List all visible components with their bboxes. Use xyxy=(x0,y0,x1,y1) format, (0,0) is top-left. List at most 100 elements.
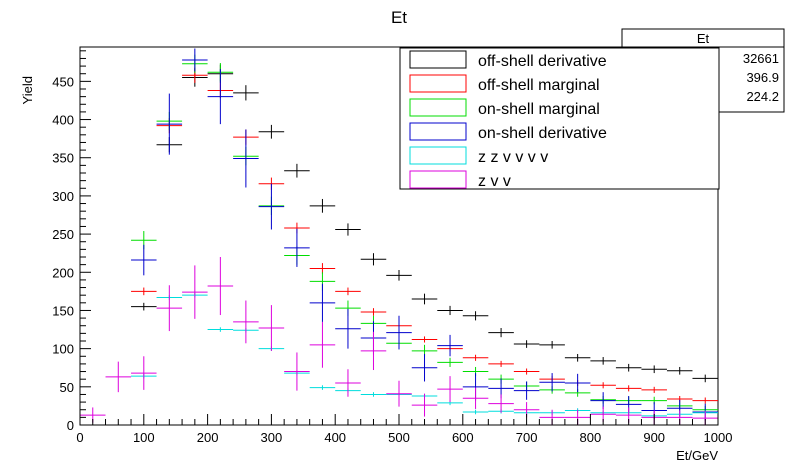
legend-entry: on-shell marginal xyxy=(409,98,600,118)
data-point xyxy=(233,85,259,101)
data-point xyxy=(462,387,489,409)
legend-entry: z v v xyxy=(409,170,511,190)
data-point xyxy=(309,283,336,322)
legend-entry: off-shell marginal xyxy=(409,74,600,94)
data-point xyxy=(284,228,310,267)
legend-label: off-shell derivative xyxy=(478,53,607,70)
stats-box-title: Et xyxy=(697,31,710,46)
legend-swatch xyxy=(409,74,467,93)
data-point xyxy=(131,244,157,276)
data-point xyxy=(564,373,591,393)
legend-entry: z z v v v v xyxy=(409,146,548,166)
data-point xyxy=(335,308,361,349)
y-axis-label: Yield xyxy=(20,76,35,104)
data-point xyxy=(309,263,336,274)
data-point xyxy=(590,382,616,389)
data-point xyxy=(360,392,387,397)
data-point xyxy=(284,163,310,178)
legend-swatch xyxy=(409,122,467,141)
data-point xyxy=(131,356,157,390)
data-point xyxy=(258,183,285,230)
data-point xyxy=(258,124,285,139)
y-tick-label: 300 xyxy=(52,189,74,204)
data-point xyxy=(692,374,718,383)
data-point xyxy=(309,385,336,390)
x-tick-label: 1000 xyxy=(704,430,733,445)
y-tick-label: 200 xyxy=(52,265,74,280)
data-point xyxy=(513,340,540,348)
x-axis-label: Et/GeV xyxy=(676,448,718,463)
legend-entry: on-shell derivative xyxy=(409,122,607,142)
data-point xyxy=(360,253,387,266)
data-point xyxy=(539,341,565,349)
data-point xyxy=(309,198,336,213)
x-tick-label: 700 xyxy=(516,430,538,445)
data-point xyxy=(462,354,489,361)
x-tick-label: 500 xyxy=(388,430,410,445)
data-point xyxy=(590,392,616,409)
x-tick-label: 600 xyxy=(452,430,474,445)
stats-mean: 396.9 xyxy=(746,70,779,85)
x-tick-label: 800 xyxy=(580,430,602,445)
data-point xyxy=(335,223,361,236)
data-point xyxy=(258,305,285,351)
data-point xyxy=(156,285,183,332)
legend-label: on-shell marginal xyxy=(478,101,600,118)
data-point xyxy=(335,369,361,397)
chart-title: Et xyxy=(391,8,407,27)
data-point xyxy=(309,321,336,368)
data-point xyxy=(615,385,642,392)
data-point xyxy=(692,397,718,404)
data-point xyxy=(386,315,412,350)
y-tick-label: 250 xyxy=(52,227,74,242)
stats-rms: 224.2 xyxy=(746,89,779,104)
data-point xyxy=(666,366,693,375)
data-point xyxy=(437,376,463,403)
y-tick-label: 150 xyxy=(52,303,74,318)
legend-swatch xyxy=(409,170,467,189)
data-point xyxy=(437,334,463,357)
x-tick-label: 200 xyxy=(197,430,219,445)
x-tick-label: 100 xyxy=(133,430,155,445)
x-tick-label: 0 xyxy=(76,430,83,445)
data-point xyxy=(105,361,132,393)
y-tick-label: 0 xyxy=(67,418,74,433)
data-point xyxy=(386,380,412,407)
y-tick-label: 100 xyxy=(52,342,74,357)
data-point xyxy=(641,365,667,374)
data-point xyxy=(233,129,259,188)
data-point xyxy=(131,287,157,296)
legend-label: z z v v v v xyxy=(478,149,548,166)
data-point xyxy=(156,93,183,155)
legend-label: on-shell derivative xyxy=(478,125,607,142)
data-point xyxy=(386,269,412,281)
data-point xyxy=(207,327,234,332)
data-point xyxy=(590,357,616,365)
data-point xyxy=(233,300,259,344)
x-tick-label: 300 xyxy=(261,430,283,445)
y-tick-label: 350 xyxy=(52,151,74,166)
data-point xyxy=(488,328,514,338)
data-point xyxy=(182,265,208,319)
data-point xyxy=(488,360,514,367)
data-point xyxy=(360,331,387,371)
data-point xyxy=(513,381,540,400)
data-point xyxy=(462,311,489,321)
data-point xyxy=(411,336,438,343)
data-point xyxy=(615,363,642,372)
data-point xyxy=(411,353,438,382)
x-tick-label: 400 xyxy=(324,430,346,445)
data-point xyxy=(641,386,667,393)
data-point xyxy=(437,357,463,367)
series-z-v-v xyxy=(80,257,718,425)
stats-entries: 32661 xyxy=(743,51,779,66)
data-point xyxy=(207,257,234,316)
data-point xyxy=(360,308,387,316)
data-point xyxy=(207,69,234,125)
data-point xyxy=(437,305,463,316)
legend-swatch xyxy=(409,50,467,69)
series-on-shell-derivative xyxy=(131,48,718,421)
y-tick-label: 400 xyxy=(52,113,74,128)
y-tick-label: 50 xyxy=(60,380,74,395)
